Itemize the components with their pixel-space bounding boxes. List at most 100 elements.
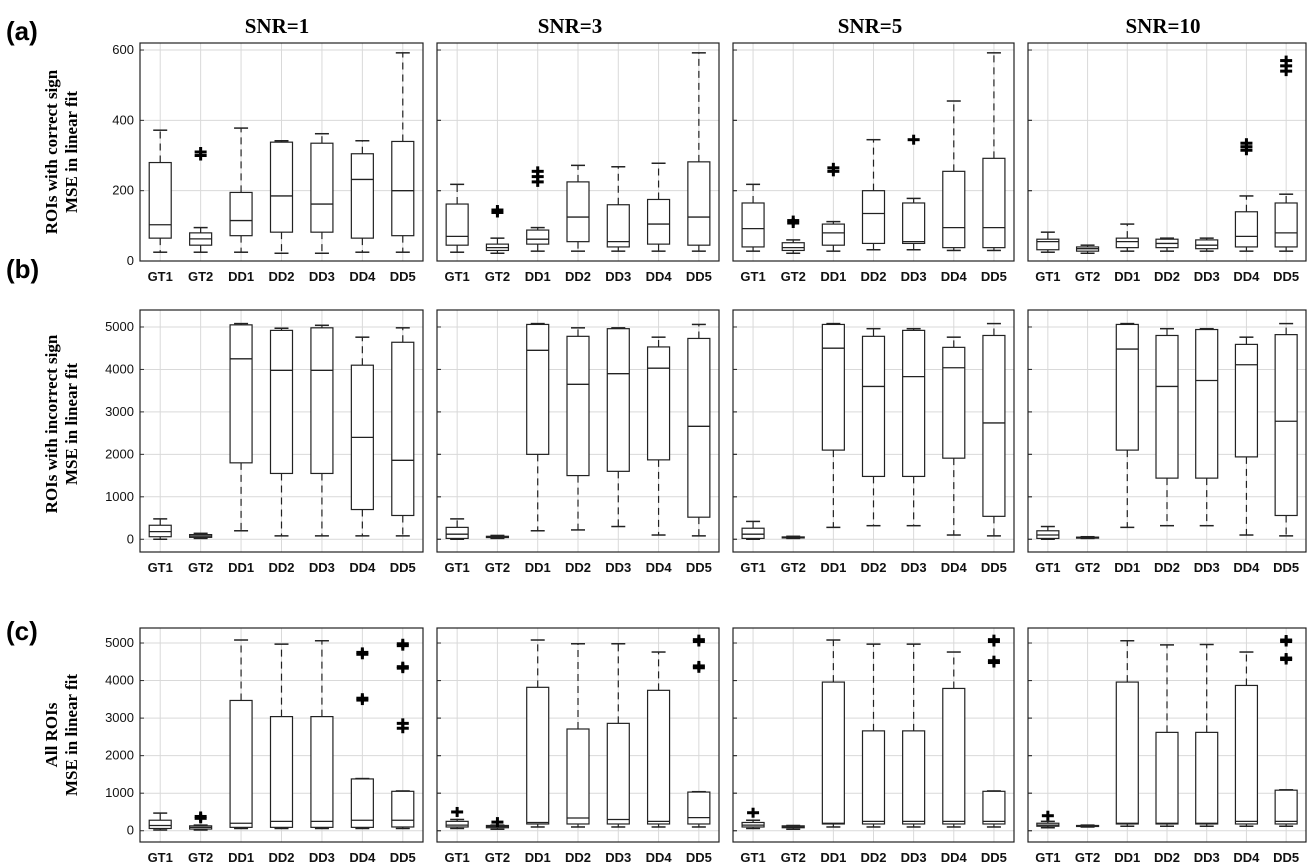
- axes-frame: [1027, 42, 1307, 262]
- axes-frame: [732, 309, 1015, 553]
- box-dd5: [1274, 322, 1298, 537]
- x-tick-label-gt2: GT2: [188, 560, 213, 575]
- iqr-box: [1274, 202, 1298, 248]
- iqr-box: [310, 327, 334, 475]
- x-tick-label-dd5: DD5: [981, 850, 1007, 864]
- column-title-snr10: SNR=10: [1126, 14, 1201, 38]
- x-tick-label-gt1: GT1: [740, 269, 765, 284]
- axes-frame: [732, 42, 1015, 262]
- x-tick-label-gt1: GT1: [148, 269, 173, 284]
- y-tick-label: 0: [127, 531, 134, 546]
- x-tick-label-dd2: DD2: [1154, 560, 1180, 575]
- box-dd1: [229, 127, 253, 253]
- box-gt2: [1075, 824, 1100, 828]
- box-gt2: [485, 205, 510, 255]
- iqr-box: [1195, 328, 1219, 479]
- iqr-box: [566, 181, 590, 243]
- iqr-box: [646, 198, 671, 245]
- x-tick-label-dd5: DD5: [981, 560, 1007, 575]
- box-dd1: [821, 162, 845, 252]
- iqr-box: [821, 223, 845, 246]
- box-dd3: [1195, 237, 1219, 252]
- box-dd4: [350, 139, 374, 253]
- iqr-box: [1195, 731, 1219, 825]
- box-dd1: [526, 639, 550, 828]
- box-dd4: [646, 336, 671, 536]
- panel-row2-col3: GT1 GT2 DD1 DD2 DD3 DD4 DD5: [1027, 627, 1307, 864]
- box-dd4: [1234, 138, 1259, 252]
- y-tick-label: 5000: [105, 319, 134, 334]
- x-tick-label-dd5: DD5: [1273, 269, 1299, 284]
- box-dd3: [606, 643, 630, 828]
- iqr-box: [982, 334, 1006, 517]
- box-dd1: [526, 166, 550, 252]
- axes-frame: [436, 627, 720, 843]
- iqr-box: [391, 341, 415, 517]
- x-tick-label-gt2: GT2: [485, 850, 510, 864]
- panels-layer: 0 200 400 600 GT1 GT2 DD1 DD2 DD3 DD4 DD5 GT1 GT2 DD1…: [105, 42, 1307, 864]
- iqr-box: [1195, 239, 1219, 250]
- iqr-box: [982, 790, 1006, 825]
- panel-row2-col2: GT1 GT2 DD1 DD2 DD3 DD4 DD5: [732, 627, 1015, 864]
- iqr-box: [1274, 789, 1298, 825]
- x-tick-label-dd3: DD3: [901, 850, 927, 864]
- row-tag-a: (a): [6, 16, 38, 46]
- column-title-snr5: SNR=5: [838, 14, 902, 38]
- iqr-box: [229, 699, 253, 828]
- iqr-box: [781, 242, 805, 252]
- box-gt2: [781, 535, 805, 540]
- x-tick-label-dd3: DD3: [605, 560, 631, 575]
- x-tick-label-dd2: DD2: [565, 269, 591, 284]
- panel-row1-col1: GT1 GT2 DD1 DD2 DD3 DD4 DD5: [436, 309, 720, 575]
- x-tick-label-dd1: DD1: [525, 560, 551, 575]
- iqr-box: [566, 728, 590, 825]
- iqr-box: [269, 716, 294, 828]
- box-gt1: [741, 520, 765, 541]
- x-tick-label-gt1: GT1: [148, 560, 173, 575]
- x-tick-label-dd4: DD4: [349, 269, 376, 284]
- iqr-box: [148, 161, 172, 239]
- box-dd2: [861, 643, 886, 828]
- x-tick-label-gt2: GT2: [188, 269, 213, 284]
- iqr-box: [606, 328, 630, 472]
- x-tick-label-dd5: DD5: [686, 560, 712, 575]
- x-tick-label-dd5: DD5: [390, 269, 416, 284]
- x-tick-label-dd2: DD2: [565, 560, 591, 575]
- box-gt2: [189, 147, 213, 253]
- panel-row1-col0: 0 1000 2000 3000 4000 5000 GT1 GT2 DD1 DD2 DD3 DD4 D…: [105, 309, 424, 575]
- x-tick-label-dd1: DD1: [820, 269, 846, 284]
- y-tick-label: 0: [127, 823, 134, 838]
- box-dd1: [1115, 223, 1139, 252]
- iqr-box: [1234, 343, 1259, 458]
- x-tick-label-dd1: DD1: [820, 850, 846, 864]
- x-tick-label-dd3: DD3: [309, 269, 335, 284]
- panel-row0-col1: GT1 GT2 DD1 DD2 DD3 DD4 DD5: [436, 42, 720, 284]
- iqr-box: [942, 687, 966, 825]
- box-dd4: [350, 647, 374, 830]
- iqr-box: [310, 142, 334, 233]
- iqr-box: [269, 141, 294, 233]
- panel-row1-col3: GT1 GT2 DD1 DD2 DD3 DD4 DD5: [1027, 309, 1307, 575]
- iqr-box: [1234, 684, 1259, 825]
- x-tick-label-dd4: DD4: [646, 850, 673, 864]
- iqr-box: [445, 203, 469, 246]
- box-dd3: [1195, 327, 1219, 527]
- axes-frame: [1027, 309, 1307, 553]
- box-dd3: [902, 643, 926, 828]
- x-tick-label-gt1: GT1: [148, 850, 173, 864]
- box-dd4: [1234, 651, 1259, 827]
- box-dd2: [1155, 327, 1179, 527]
- box-gt2: [1075, 535, 1100, 540]
- iqr-box: [942, 346, 966, 459]
- iqr-box: [445, 820, 469, 828]
- x-tick-label-dd1: DD1: [1114, 269, 1140, 284]
- x-tick-label-dd1: DD1: [228, 269, 254, 284]
- y-tick-label: 600: [112, 42, 134, 57]
- box-dd1: [229, 322, 253, 532]
- x-tick-label-dd4: DD4: [349, 560, 376, 575]
- box-dd2: [861, 138, 886, 251]
- axes-frame: [732, 627, 1015, 843]
- iqr-box: [1155, 334, 1179, 479]
- box-dd5: [982, 634, 1006, 828]
- iqr-box: [902, 730, 926, 825]
